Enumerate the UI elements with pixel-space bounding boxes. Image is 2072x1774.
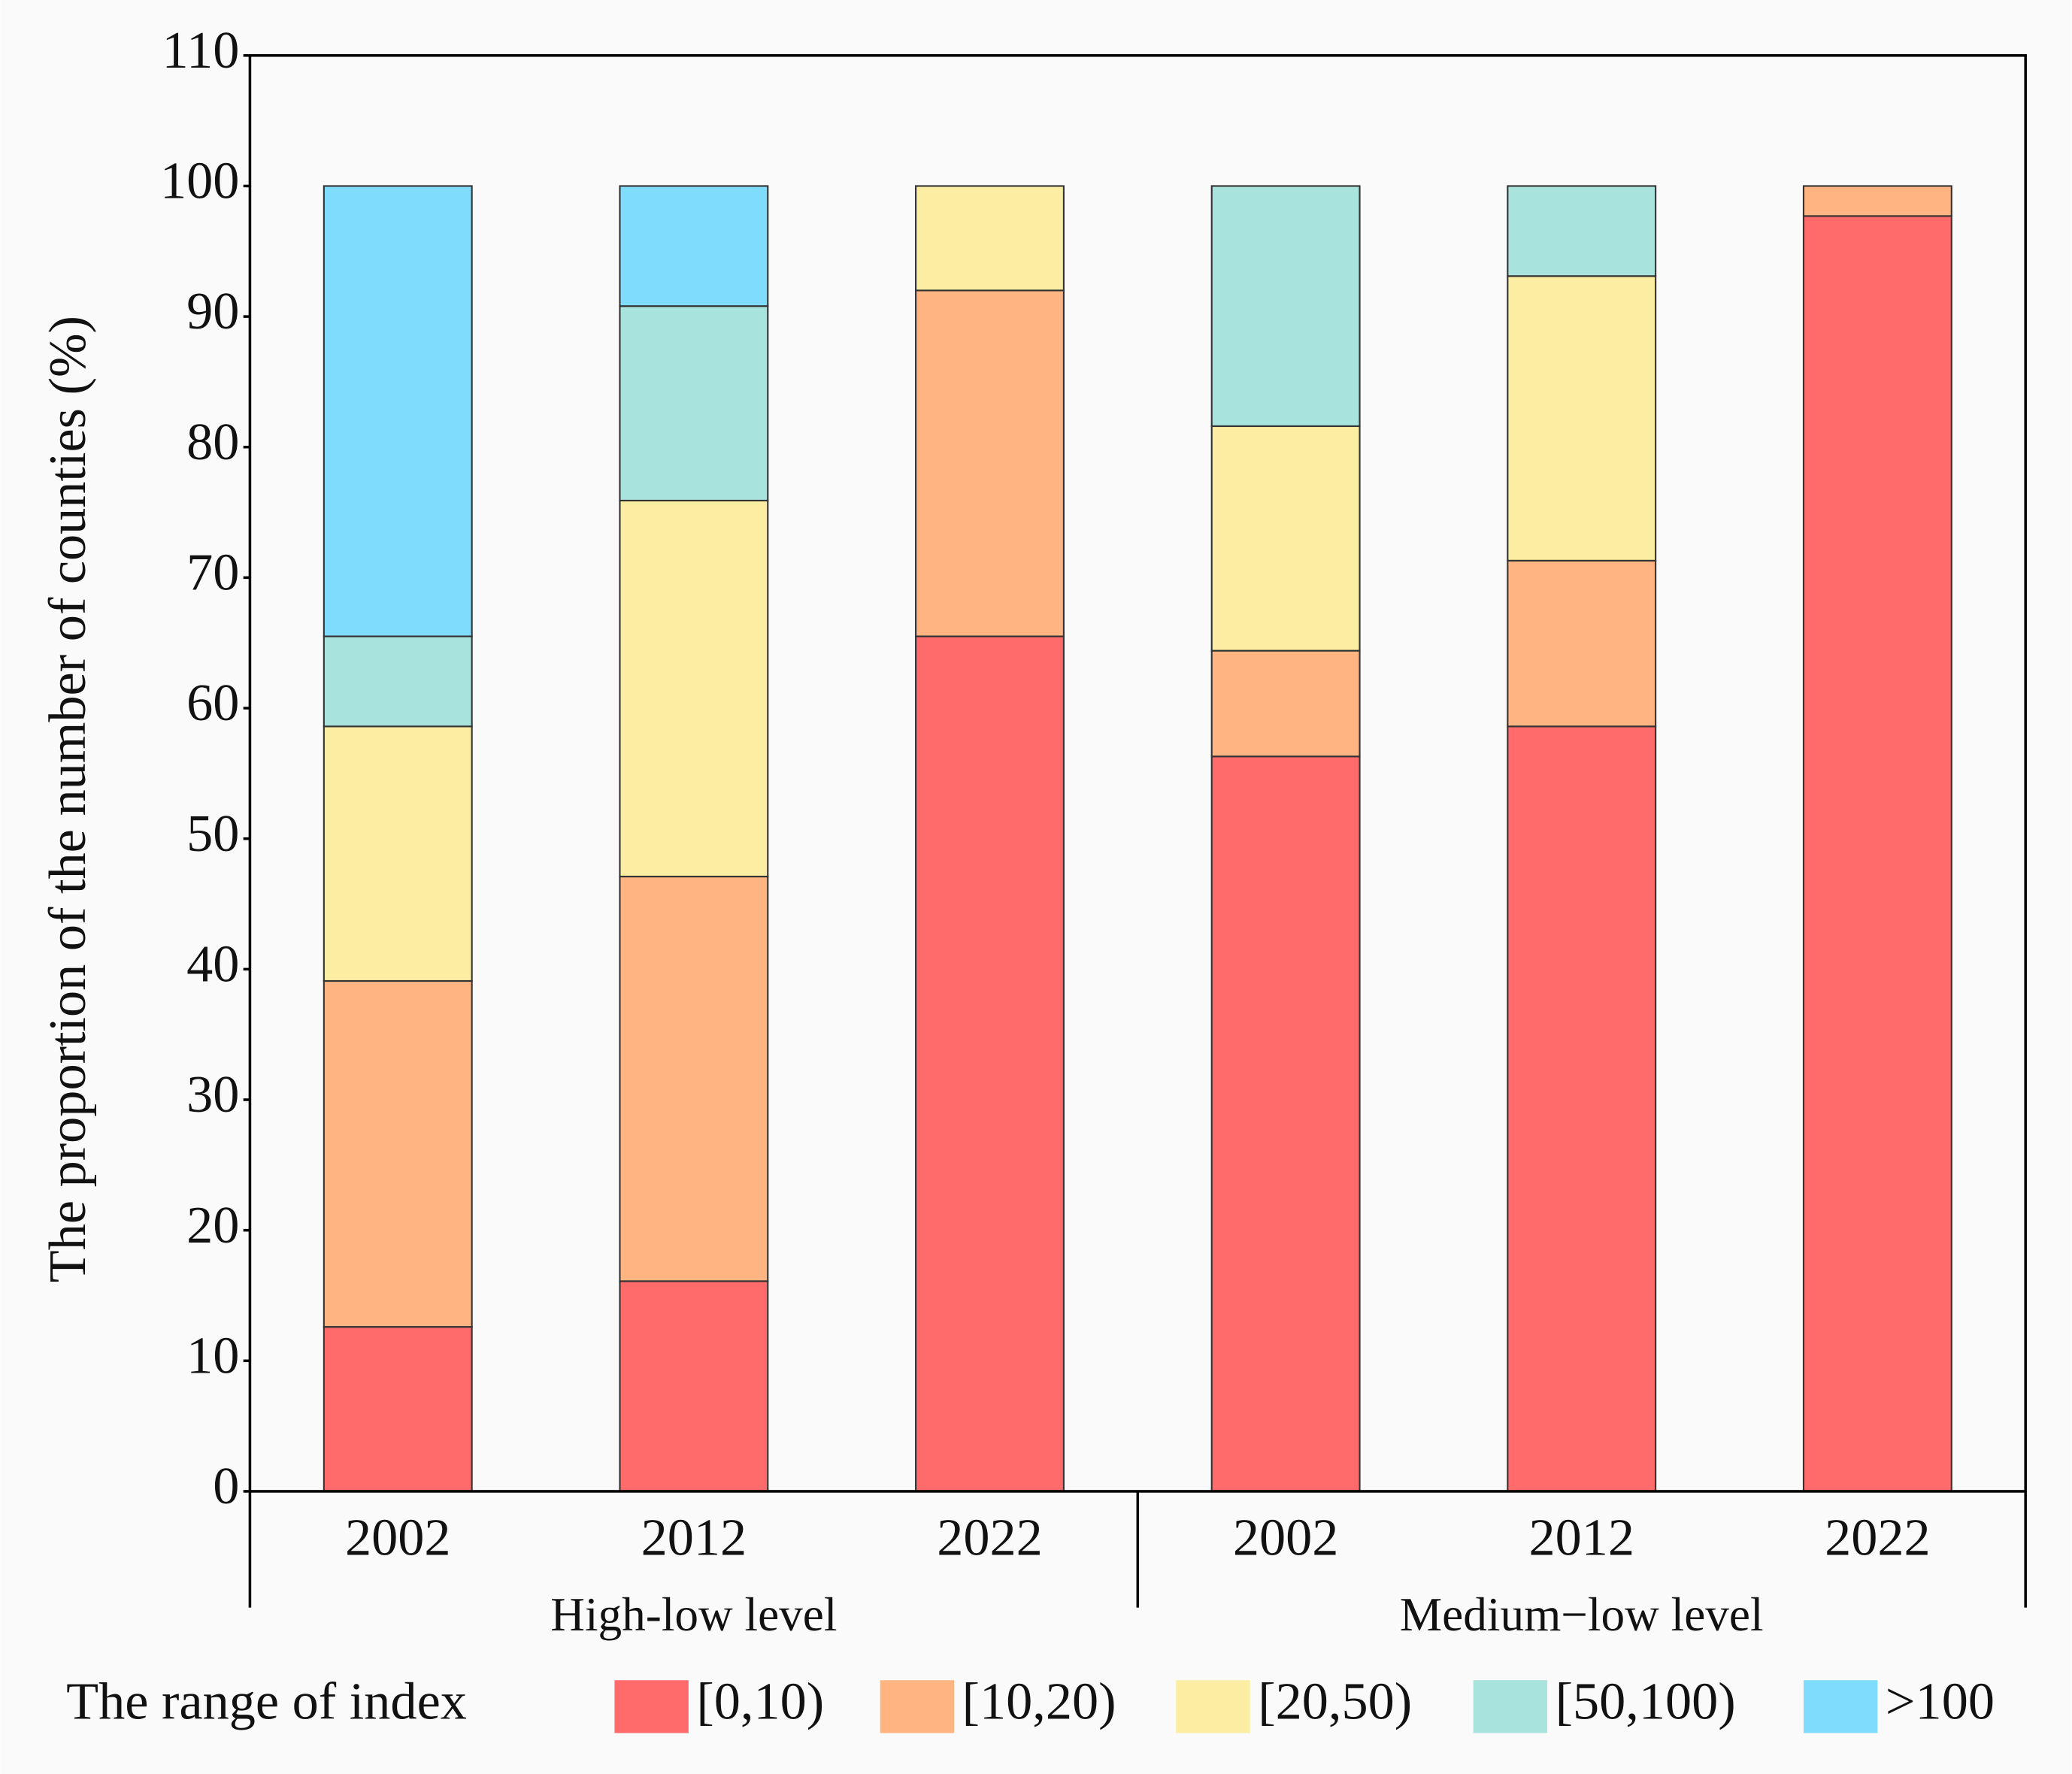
bar-segment (619, 185, 769, 307)
legend-swatch (880, 1680, 955, 1733)
bar-segment (619, 305, 769, 502)
x-tick-label: 2012 (641, 1509, 747, 1567)
y-tick-label: 110 (162, 21, 240, 80)
bar-segment (323, 635, 473, 728)
y-tick-label: 80 (186, 413, 239, 471)
y-tick-label: 10 (186, 1326, 239, 1385)
y-tick-label: 50 (186, 804, 239, 863)
y-tick-label: 100 (160, 152, 239, 210)
x-tick-label: 2022 (1825, 1509, 1931, 1567)
x-tick-label: 2002 (345, 1509, 451, 1567)
legend-swatch (1473, 1680, 1548, 1733)
y-axis-label: The proportion of the number of counties… (38, 316, 97, 1282)
x-tick-label: 2022 (937, 1509, 1043, 1567)
y-tick-label: 40 (186, 934, 239, 993)
y-tick-label: 20 (186, 1196, 239, 1255)
x-tick-label: 2012 (1528, 1509, 1634, 1567)
bar-segment (323, 725, 473, 982)
bar-segment (1210, 649, 1361, 758)
legend-swatch (1803, 1680, 1878, 1733)
legend-label: [10,20) (962, 1673, 1116, 1731)
bar-segment (915, 185, 1065, 292)
legend-label: [20,50) (1258, 1673, 1412, 1731)
legend-label: [0,10) (696, 1673, 824, 1731)
bar-segment (915, 635, 1065, 1493)
bar-segment (619, 1280, 769, 1493)
x-tick-label: 2002 (1233, 1509, 1339, 1567)
bar-segment (1507, 725, 1657, 1493)
legend-title: The range of index (66, 1673, 467, 1731)
bar-segment (1210, 425, 1361, 652)
bar-segment (619, 876, 769, 1282)
bar-segment (1507, 275, 1657, 562)
legend-swatch (614, 1680, 689, 1733)
bar-segment (619, 499, 769, 878)
y-tick-label: 90 (186, 282, 239, 341)
y-tick-label: 70 (186, 543, 239, 602)
legend-label: >100 (1886, 1673, 1995, 1731)
bar-segment (323, 185, 473, 637)
y-tick-label: 60 (186, 674, 239, 732)
y-tick-label: 30 (186, 1065, 239, 1124)
bar-segment (1507, 559, 1657, 728)
group-label: Medium−low level (1400, 1588, 1764, 1641)
group-label: High-low level (550, 1588, 837, 1641)
bar-segment (1507, 185, 1657, 277)
bar-segment (323, 979, 473, 1328)
bar-segment (1210, 755, 1361, 1493)
legend-swatch (1176, 1680, 1250, 1733)
bar-segment (1802, 185, 1952, 217)
bar-segment (1802, 215, 1952, 1493)
bar-segment (1210, 185, 1361, 428)
bar-segment (323, 1326, 473, 1493)
bar-segment (915, 289, 1065, 637)
legend-label: [50,100) (1556, 1673, 1736, 1731)
y-tick-label: 0 (213, 1457, 239, 1515)
